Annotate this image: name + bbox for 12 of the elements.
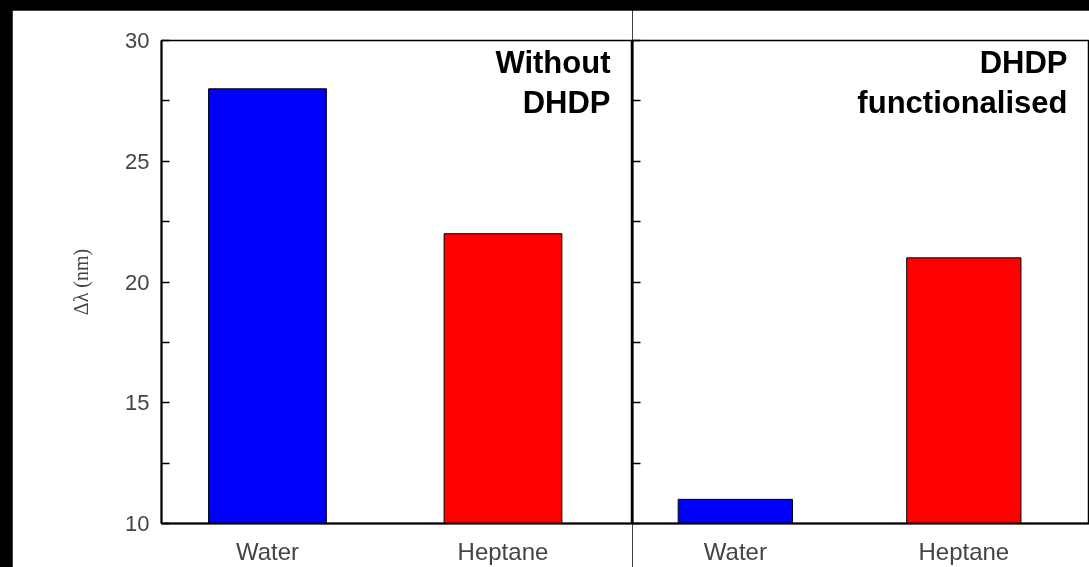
y-tick-label: 25 — [125, 148, 150, 174]
y-tick-label: 15 — [125, 390, 150, 416]
y-axis-title: Δλ (nm) — [70, 248, 94, 316]
x-tick-label: Heptane — [918, 537, 1010, 565]
text: DHDP functionalised — [857, 44, 1068, 120]
x-tick-label: Water — [703, 537, 767, 565]
y-tick-label: 30 — [125, 28, 150, 53]
y-tick-label: 20 — [125, 269, 150, 295]
text: Without DHDP — [495, 44, 611, 120]
x-tick-label: Heptane — [457, 537, 549, 565]
x-tick-label: Water — [235, 537, 300, 565]
y-tick-label: 10 — [125, 511, 150, 536]
